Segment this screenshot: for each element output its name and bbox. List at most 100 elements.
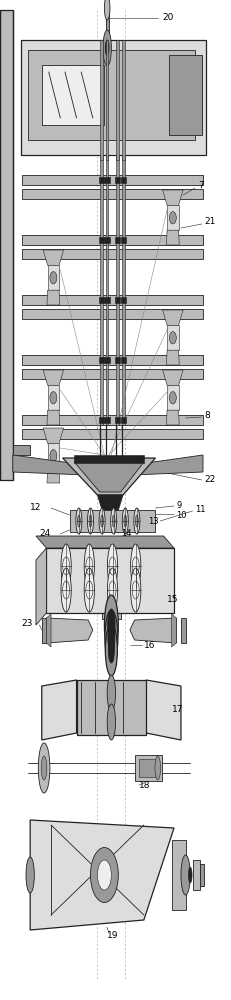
Polygon shape: [13, 445, 30, 455]
Circle shape: [77, 515, 80, 527]
Polygon shape: [13, 455, 85, 475]
Polygon shape: [47, 410, 60, 425]
Circle shape: [104, 610, 117, 666]
Bar: [114, 237, 119, 243]
Bar: [47, 385, 59, 410]
Polygon shape: [30, 820, 173, 930]
Bar: [120, 297, 125, 303]
Polygon shape: [166, 410, 178, 425]
Bar: [104, 357, 109, 363]
Circle shape: [107, 544, 117, 588]
Bar: [22, 175, 202, 185]
Text: 11: 11: [194, 506, 204, 514]
Ellipse shape: [169, 212, 176, 224]
Bar: [22, 429, 202, 439]
Circle shape: [87, 508, 93, 534]
Circle shape: [61, 544, 71, 588]
Bar: [114, 177, 119, 183]
Ellipse shape: [50, 272, 57, 284]
Text: 15: 15: [166, 595, 178, 604]
Bar: [0, 10, 13, 480]
Bar: [114, 357, 119, 363]
Bar: [22, 295, 202, 305]
Bar: [166, 385, 178, 410]
Polygon shape: [42, 680, 76, 740]
Circle shape: [84, 544, 94, 588]
Bar: [116, 155, 118, 425]
Text: 24: 24: [39, 528, 50, 538]
Circle shape: [122, 508, 128, 534]
Ellipse shape: [50, 450, 57, 462]
Bar: [98, 237, 103, 243]
Circle shape: [89, 515, 91, 527]
Ellipse shape: [90, 848, 118, 902]
Text: 12: 12: [30, 502, 41, 512]
Text: 14: 14: [120, 528, 131, 538]
Bar: [105, 155, 108, 425]
Bar: [22, 235, 202, 245]
Circle shape: [38, 743, 50, 793]
Bar: [102, 613, 120, 619]
Polygon shape: [36, 536, 173, 548]
Bar: [104, 177, 109, 183]
Bar: [104, 297, 109, 303]
Polygon shape: [74, 462, 143, 492]
Ellipse shape: [97, 860, 111, 890]
Polygon shape: [129, 618, 176, 643]
Bar: [114, 417, 119, 423]
Text: 9: 9: [176, 500, 181, 510]
Text: 21: 21: [203, 218, 215, 227]
Polygon shape: [62, 458, 155, 495]
Bar: [166, 205, 178, 230]
Ellipse shape: [50, 392, 57, 404]
Bar: [120, 357, 125, 363]
Circle shape: [133, 508, 139, 534]
Text: 17: 17: [171, 706, 182, 714]
Text: 10: 10: [176, 510, 186, 520]
Bar: [180, 618, 185, 643]
Bar: [166, 325, 178, 350]
Bar: [98, 357, 103, 363]
Circle shape: [112, 515, 115, 527]
Polygon shape: [166, 230, 178, 245]
Ellipse shape: [169, 392, 176, 404]
Bar: [199, 864, 203, 886]
Circle shape: [130, 568, 140, 612]
Circle shape: [100, 515, 103, 527]
Bar: [76, 680, 146, 735]
Bar: [42, 65, 104, 125]
Bar: [22, 355, 202, 365]
Text: 22: 22: [203, 476, 214, 485]
Bar: [22, 189, 202, 199]
Bar: [99, 155, 102, 425]
Bar: [169, 55, 201, 135]
Circle shape: [107, 675, 115, 711]
Circle shape: [41, 756, 47, 780]
Bar: [114, 297, 119, 303]
Polygon shape: [47, 468, 60, 483]
Bar: [47, 265, 59, 290]
Polygon shape: [46, 618, 92, 643]
Circle shape: [188, 867, 191, 883]
Bar: [21, 40, 206, 155]
Bar: [46, 548, 173, 613]
Bar: [99, 40, 102, 160]
Polygon shape: [162, 310, 182, 325]
Circle shape: [180, 855, 189, 895]
Circle shape: [105, 40, 109, 56]
Bar: [120, 237, 125, 243]
Text: 19: 19: [106, 931, 118, 940]
Bar: [98, 417, 103, 423]
Bar: [121, 155, 124, 425]
Bar: [120, 177, 125, 183]
Polygon shape: [132, 455, 202, 475]
Circle shape: [107, 568, 117, 612]
Circle shape: [130, 544, 140, 588]
Circle shape: [107, 704, 115, 740]
Polygon shape: [47, 290, 60, 305]
Circle shape: [104, 595, 118, 655]
Polygon shape: [146, 680, 180, 740]
Circle shape: [107, 609, 115, 641]
Bar: [171, 840, 185, 910]
Bar: [134, 755, 162, 781]
